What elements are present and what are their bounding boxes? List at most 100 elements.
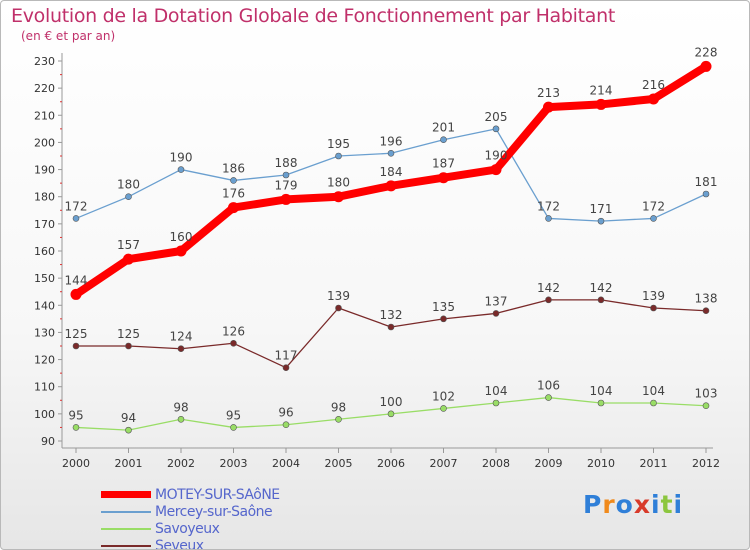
data-label: 132 xyxy=(380,308,403,322)
logo-letter: t xyxy=(660,490,674,519)
y-tick-label: 200 xyxy=(34,136,55,149)
series-point-1 xyxy=(72,215,80,222)
series-point-0 xyxy=(123,253,134,265)
data-label: 125 xyxy=(65,327,88,341)
series-point-2 xyxy=(125,426,132,434)
y-tick-label: 90 xyxy=(41,435,55,448)
data-label: 180 xyxy=(117,178,140,192)
data-label: 137 xyxy=(485,294,508,308)
data-label: 142 xyxy=(537,281,560,295)
x-tick-label: 2012 xyxy=(692,457,720,470)
y-tick-label: 150 xyxy=(34,272,55,285)
series-point-0 xyxy=(175,245,187,257)
data-label: 196 xyxy=(380,134,403,148)
series-point-3 xyxy=(72,342,80,350)
series-point-2 xyxy=(650,399,657,407)
series-point-1 xyxy=(387,149,395,157)
series-point-1 xyxy=(702,190,710,198)
data-label: 213 xyxy=(537,86,560,100)
legend-label: Savoyeux xyxy=(155,520,220,537)
series-point-2 xyxy=(492,399,500,407)
data-label: 139 xyxy=(642,289,665,303)
x-tick-label: 2003 xyxy=(220,457,248,470)
data-label: 172 xyxy=(642,199,665,213)
data-label: 95 xyxy=(226,408,241,422)
legend-swatch xyxy=(101,544,151,547)
series-point-1 xyxy=(492,125,500,133)
data-label: 103 xyxy=(695,387,718,401)
x-tick-label: 2007 xyxy=(430,457,458,470)
logo-letter: i xyxy=(673,490,684,519)
legend-label: MOTEY-SUR-SAôNE xyxy=(155,486,280,503)
logo-letter: i xyxy=(651,490,661,519)
series-point-3 xyxy=(545,296,552,304)
data-label: 125 xyxy=(117,327,140,341)
legend-swatch xyxy=(101,491,151,498)
data-label: 180 xyxy=(327,176,350,190)
data-label: 214 xyxy=(590,83,613,97)
data-label: 176 xyxy=(222,187,245,201)
data-label: 201 xyxy=(432,121,455,135)
y-tick-label: 130 xyxy=(34,326,55,339)
y-tick-label: 140 xyxy=(34,299,55,312)
series-point-3 xyxy=(177,345,185,353)
series-point-3 xyxy=(335,304,342,312)
series-point-0 xyxy=(648,93,659,105)
series-point-3 xyxy=(440,315,447,323)
data-label: 157 xyxy=(117,238,140,252)
legend-item: MOTEY-SUR-SAôNE xyxy=(101,486,280,503)
series-point-3 xyxy=(230,339,237,347)
data-label: 144 xyxy=(65,273,88,287)
series-point-3 xyxy=(650,304,657,312)
series-point-2 xyxy=(177,415,185,423)
data-label: 138 xyxy=(695,292,718,306)
data-label: 102 xyxy=(432,389,455,403)
data-label: 179 xyxy=(275,178,298,192)
x-tick-label: 2010 xyxy=(587,457,615,470)
data-label: 124 xyxy=(170,330,193,344)
x-tick-label: 2001 xyxy=(115,457,143,470)
series-point-3 xyxy=(387,323,395,331)
series-point-3 xyxy=(597,296,605,304)
data-label: 184 xyxy=(380,165,403,179)
series-point-3 xyxy=(702,307,710,315)
y-tick-label: 190 xyxy=(34,164,55,177)
series-point-1 xyxy=(125,193,132,201)
series-point-0 xyxy=(438,172,449,184)
y-tick-label: 180 xyxy=(34,191,55,204)
series-point-3 xyxy=(282,364,290,372)
logo-letter: r xyxy=(602,490,616,519)
series-point-1 xyxy=(597,217,605,225)
x-tick-label: 2008 xyxy=(482,457,510,470)
legend-item: Seveux xyxy=(101,537,280,550)
y-tick-label: 210 xyxy=(34,109,55,122)
series-point-0 xyxy=(70,288,82,300)
data-label: 135 xyxy=(432,300,455,314)
data-label: 139 xyxy=(327,289,350,303)
legend-item: Mercey-sur-Saône xyxy=(101,503,280,520)
series-point-1 xyxy=(177,166,185,173)
data-label: 172 xyxy=(65,199,88,213)
data-label: 117 xyxy=(275,349,298,363)
data-label: 98 xyxy=(331,400,346,414)
series-point-1 xyxy=(545,215,552,222)
series-point-0 xyxy=(543,101,554,113)
series-point-0 xyxy=(228,202,239,214)
data-label: 126 xyxy=(222,324,245,338)
series-point-2 xyxy=(230,424,237,431)
data-label: 104 xyxy=(642,384,665,398)
data-label: 96 xyxy=(278,406,293,420)
series-point-2 xyxy=(387,410,395,418)
chart-subtitle: (en € et par an) xyxy=(21,29,116,43)
data-label: 190 xyxy=(485,149,508,163)
y-tick-label: 230 xyxy=(34,55,55,68)
data-label: 190 xyxy=(170,151,193,165)
data-label: 188 xyxy=(275,156,298,170)
data-label: 104 xyxy=(590,384,613,398)
series-point-2 xyxy=(702,402,710,410)
x-tick-label: 2006 xyxy=(377,457,405,470)
legend-swatch xyxy=(101,527,151,530)
data-label: 94 xyxy=(121,411,136,425)
x-tick-label: 2011 xyxy=(640,457,668,470)
legend-label: Seveux xyxy=(155,537,204,550)
